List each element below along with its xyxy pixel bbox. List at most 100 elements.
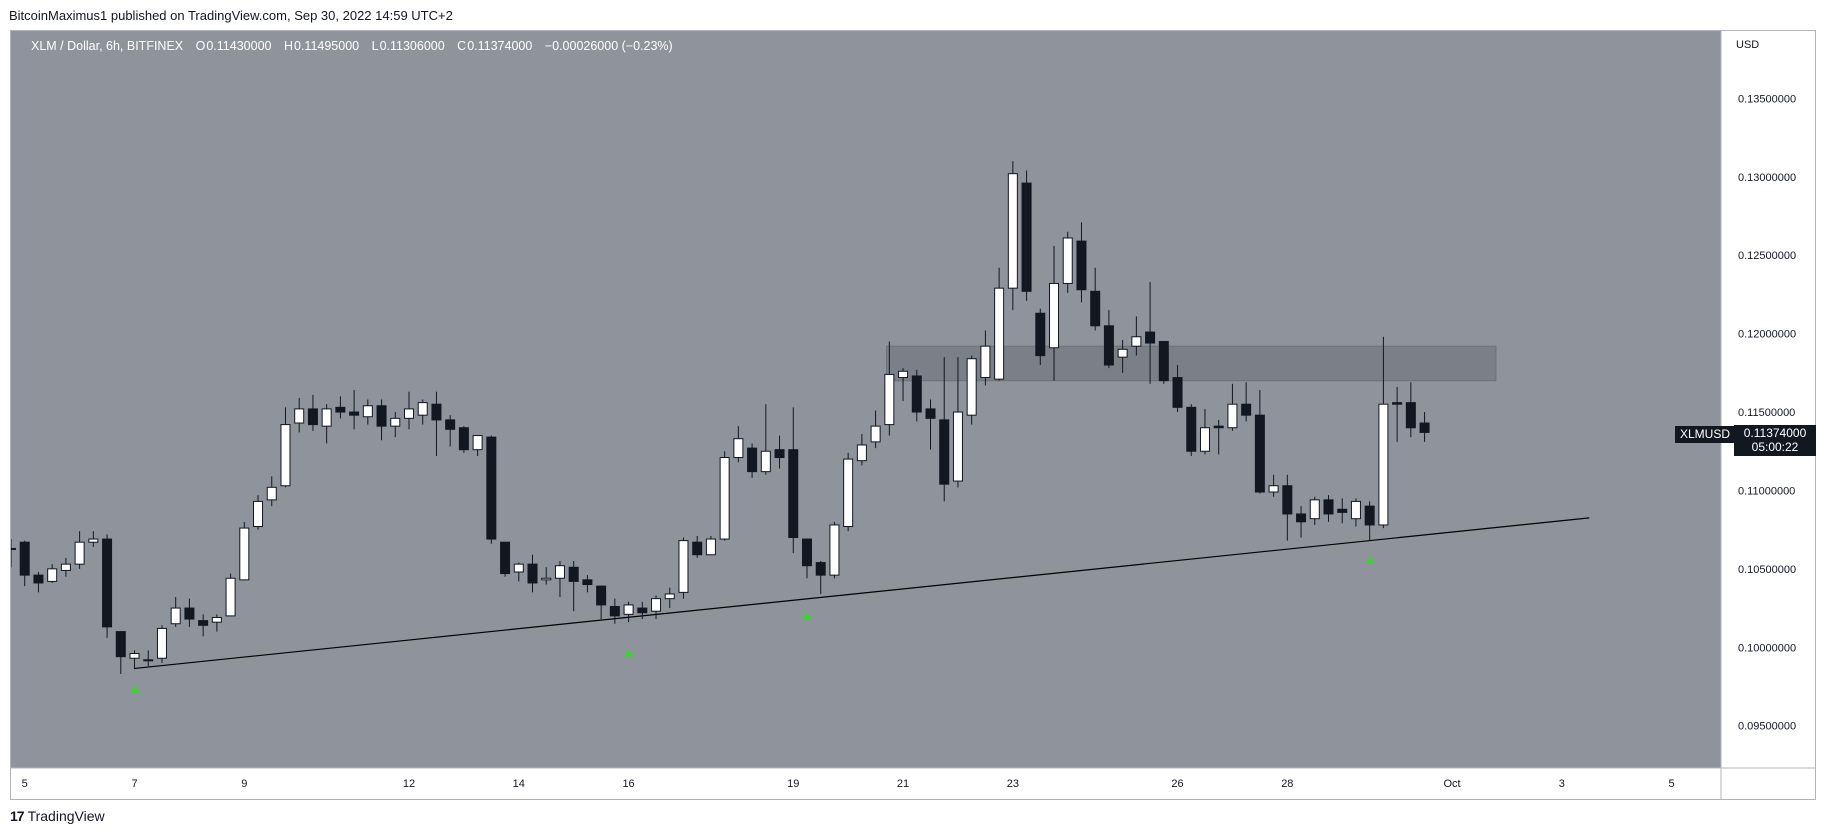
candle [74,531,85,569]
candle [801,538,812,579]
candle-body [321,408,332,427]
candle-body [198,620,209,626]
candle-body [1158,340,1169,382]
candle [170,597,181,627]
candle-body [376,405,387,427]
price-tick-label: 0.12000000 [1738,329,1796,341]
candle [678,537,689,599]
candle [362,399,373,425]
candle-body [884,373,895,426]
ohlc-legend: XLM / Dollar, 6h, BITFINEX O0.11430000 H… [31,39,673,53]
time-tick-label: 7 [131,778,137,790]
candle [1131,316,1142,356]
candle-body [129,653,140,659]
price-tick-label: 0.11500000 [1738,407,1795,419]
candle-body [417,402,428,416]
candle-body [74,541,85,565]
candle-body [527,563,538,584]
price-tick-label: 0.11000000 [1738,485,1795,497]
candle-body [1049,282,1060,349]
candle-body [966,358,977,416]
candle-body [11,547,16,550]
candle [774,435,785,469]
candle [349,390,360,430]
candle [952,357,963,488]
candle [1309,496,1320,525]
candle [1186,404,1197,456]
candle [198,614,209,637]
candle [1254,390,1265,494]
low-label: L [371,39,379,53]
candle [500,541,511,577]
candle-body [1145,331,1156,344]
candle [637,601,648,620]
candle-body [788,449,799,538]
candle [994,267,1005,381]
candle-body [431,403,442,421]
candle-body [1172,377,1183,408]
candle [1350,498,1361,527]
candle [1296,506,1307,538]
candle [129,650,140,670]
candle-body [486,436,497,540]
change-value: −0.00026000 (−0.23%) [544,39,673,53]
support-touch-marker [623,649,634,657]
close-label: C [457,39,467,53]
candle [486,435,497,544]
time-tick-label: 12 [403,778,415,790]
candle [582,575,593,593]
candle-body [362,405,373,418]
candle [390,412,401,438]
candle-body [266,486,277,501]
candle [1035,308,1046,366]
candle [692,535,703,558]
candle [239,521,250,581]
candle-body [1131,336,1142,347]
candle-body [898,370,909,379]
candle [651,595,662,620]
candle [1172,365,1183,413]
candle-body [980,345,991,379]
candle [554,561,565,598]
candle [1117,339,1128,373]
support-touch-marker [129,685,140,693]
publisher-line: BitcoinMaximus1 published on TradingView… [9,8,453,23]
candle-body [1090,290,1101,327]
candle [60,557,71,577]
candle [568,561,579,612]
candle-body [1378,403,1389,526]
candle-body [349,411,360,416]
candle [1062,231,1073,293]
candle-body [170,607,181,625]
candle [211,614,222,632]
candle [33,571,44,593]
candle-body [994,287,1005,380]
footer-brand[interactable]: 17 TradingView [10,808,105,824]
candle-body [678,540,689,593]
candle-body [47,568,58,582]
candle-body [637,607,648,614]
time-tick-label: 14 [513,778,525,790]
candle-body [733,438,744,459]
candle [527,554,538,593]
candle-body [1117,348,1128,358]
candle [225,573,236,617]
candlestick-chart[interactable]: USD 0.13500000 0.13000000 0.12500000 0.1200… [11,31,1815,799]
candle [1049,245,1060,381]
candle-body [719,457,730,540]
last-price-value: 0.11374000 [1743,426,1807,440]
chart-frame[interactable]: USD 0.13500000 0.13000000 0.12500000 0.1200… [10,30,1816,800]
candle [1090,267,1101,331]
candle [88,531,99,547]
candle-body [1213,425,1224,429]
candle [609,598,620,624]
candle [966,355,977,425]
candle [445,415,456,447]
candle [911,369,922,422]
candle-body [870,425,881,443]
candle-body [225,577,236,617]
candle [184,598,195,627]
symbol-title[interactable]: XLM / Dollar, 6h, BITFINEX [31,39,184,53]
candle-body [1405,402,1416,429]
candle [417,399,428,425]
